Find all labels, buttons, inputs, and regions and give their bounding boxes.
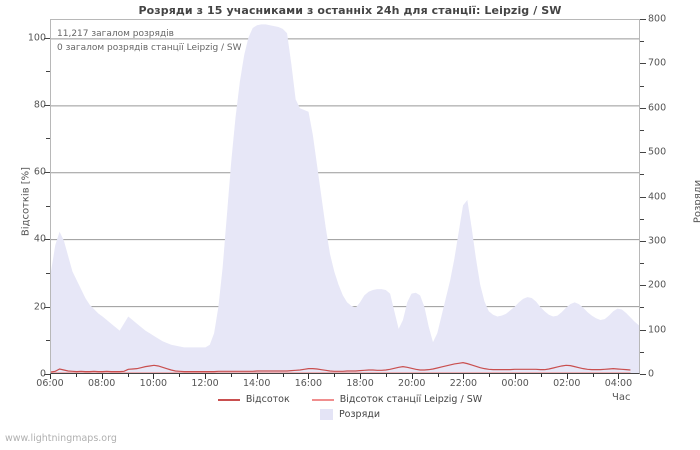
y-axis-right-label: 0 (648, 368, 655, 380)
y-axis-left-label: 80 (33, 99, 46, 111)
y-axis-right-label: 500 (648, 146, 667, 158)
y-tick-left (44, 172, 50, 174)
x-tick (566, 374, 568, 379)
y-axis-left-title: Відсотків [%] (20, 166, 32, 237)
x-tick (411, 374, 413, 379)
y-axis-left-label: 60 (33, 166, 46, 178)
y-axis-left-label: 0 (39, 368, 46, 380)
y-tick-right (640, 63, 646, 65)
y-tick-left-minor (46, 205, 50, 207)
x-axis-label: 00:00 (501, 378, 529, 389)
y-tick-right-minor (640, 174, 644, 176)
y-tick-left-minor (46, 340, 50, 342)
y-tick-right-minor (640, 351, 644, 353)
y-axis-right-label: 600 (648, 102, 667, 114)
y-tick-right (640, 374, 646, 375)
watermark: www.lightningmaps.org (5, 433, 117, 444)
x-tick (256, 374, 258, 379)
x-tick-minor (127, 374, 129, 377)
x-axis-label: 02:00 (553, 378, 581, 389)
x-tick-minor (592, 374, 594, 377)
y-tick-left-minor (46, 71, 50, 73)
x-tick (153, 374, 155, 379)
y-tick-left (44, 374, 50, 375)
x-tick-minor (282, 374, 284, 377)
y-tick-right-minor (640, 307, 644, 309)
x-tick-minor (437, 374, 439, 377)
y-axis-right-label: 400 (648, 191, 667, 202)
x-axis-title: Час (612, 392, 631, 403)
y-tick-right (640, 19, 646, 20)
y-tick-left (44, 306, 50, 308)
x-axis-label: 08:00 (87, 378, 116, 389)
chart-series-layer (51, 24, 639, 373)
y-axis-right-label: 300 (648, 235, 667, 247)
legend-row-lines: Відсоток Відсоток станції Leipzig / SW (0, 392, 700, 407)
gridlines (51, 20, 639, 373)
legend-label: Відсоток станції Leipzig / SW (339, 394, 483, 405)
y-axis-right-label: 800 (648, 13, 667, 25)
chart-legend: Відсоток Відсоток станції Leipzig / SW Роз… (0, 392, 700, 422)
x-axis-label: 14:00 (243, 378, 271, 389)
legend-item[interactable]: Відсоток станції Leipzig / SW (311, 394, 483, 405)
y-axis-right-label: 700 (648, 57, 667, 69)
y-axis-left-label: 100 (27, 32, 46, 43)
legend-swatch-line (311, 398, 334, 401)
y-tick-left (44, 37, 50, 39)
x-axis-label: 04:00 (604, 378, 633, 389)
x-tick-minor (230, 374, 232, 377)
x-tick-minor (489, 374, 491, 377)
y-tick-right-minor (640, 85, 644, 87)
x-axis-label: 18:00 (346, 378, 374, 389)
x-tick (205, 374, 207, 379)
plot-area: 11,217 загалом розрядів 0 загалом розряд… (50, 19, 640, 374)
page-title: Розряди з 15 учасниками з останніх 24h д… (138, 4, 562, 17)
legend-swatch-box (319, 409, 333, 420)
y-tick-left-minor (46, 273, 50, 275)
legend-item[interactable]: Розряди (319, 409, 381, 420)
y-tick-right-minor (640, 41, 644, 43)
y-tick-right-minor (640, 129, 644, 131)
y-tick-right (640, 196, 646, 198)
x-axis-label: 06:00 (36, 378, 64, 389)
x-tick-minor (75, 374, 77, 377)
y-tick-right (640, 107, 646, 109)
y-tick-right (640, 285, 646, 287)
legend-label: Відсоток (245, 394, 290, 405)
x-axis-label: 20:00 (398, 378, 426, 389)
y-axis-left-label: 20 (33, 301, 46, 313)
x-tick (618, 374, 620, 379)
y-axis-left-label: 40 (33, 233, 46, 245)
y-tick-left (44, 239, 50, 241)
y-axis-right-label: 100 (648, 324, 667, 336)
x-tick (101, 374, 103, 379)
y-tick-left (44, 104, 50, 106)
legend-label: Розряди (338, 409, 381, 420)
legend-swatch-line (217, 398, 240, 401)
y-tick-right (640, 329, 646, 331)
y-tick-right (640, 152, 646, 154)
y-tick-left-minor (46, 138, 50, 140)
y-tick-right-minor (640, 218, 644, 220)
y-axis-right-label: 200 (648, 279, 667, 291)
x-axis-label: 12:00 (191, 378, 219, 389)
x-tick (50, 374, 51, 379)
x-tick (360, 374, 362, 379)
x-tick (515, 374, 517, 379)
x-axis-label: 22:00 (449, 378, 478, 389)
x-axis-label: 10:00 (139, 378, 168, 389)
x-axis-label: 16:00 (294, 378, 323, 389)
x-tick (308, 374, 310, 379)
x-tick-minor (334, 374, 336, 377)
x-tick-minor (385, 374, 387, 377)
legend-row-area: Розряди (0, 407, 700, 422)
x-tick-minor (540, 374, 542, 377)
x-tick (463, 374, 465, 379)
x-tick-minor (179, 374, 181, 377)
y-tick-right (640, 240, 646, 242)
y-axis-right-title: Розряди (692, 179, 700, 224)
y-tick-right-minor (640, 263, 644, 265)
legend-item[interactable]: Відсоток (217, 394, 290, 405)
